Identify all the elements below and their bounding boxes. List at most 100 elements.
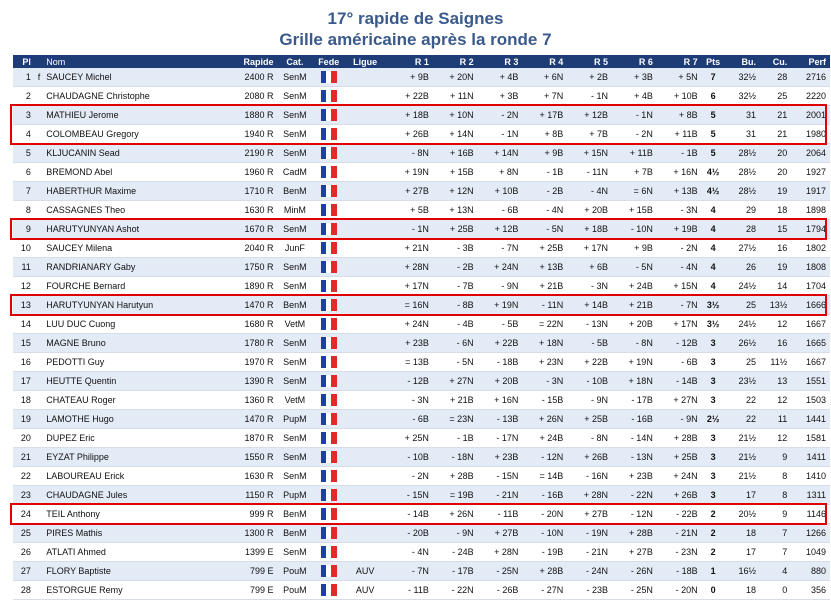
col-header-nom[interactable]: Nom (44, 55, 222, 68)
round-3-result: + 3B (476, 86, 522, 106)
player-buchholz: 32½ (725, 68, 760, 87)
round-6-result: + 28B (611, 523, 656, 543)
player-place: 7 (13, 181, 34, 201)
player-flag-letter (33, 314, 45, 334)
table-row[interactable]: 28 ESTORGUE Remy 799 E PouM AUV - 11B - 22N - 2… (13, 580, 830, 600)
player-category: PouM (275, 580, 315, 600)
table-row[interactable]: 18 CHATEAU Roger 1360 R VetM - 3N + 21B + 16N -… (13, 390, 830, 410)
player-league (343, 200, 388, 220)
table-row[interactable]: 5 KLJUCANIN Sead 2190 R SenM - 8N + 16B + 14N +… (13, 143, 830, 163)
table-row[interactable]: 3 MATHIEU Jerome 1880 R SenM + 18B + 10N - 2N +… (13, 105, 830, 125)
col-header-pts[interactable]: Pts (700, 55, 726, 68)
player-category: VetM (275, 390, 315, 410)
table-row[interactable]: 10 SAUCEY Milena 2040 R JunF + 21N - 3B - 7N + … (13, 238, 830, 258)
table-row[interactable]: 1 f SAUCEY Michel 2400 R SenM + 9B + 20N + 4B + … (13, 68, 830, 87)
table-row[interactable]: 20 DUPEZ Eric 1870 R SenM + 25N - 1B - 17N + 24… (13, 428, 830, 448)
table-row[interactable]: 6 BREMOND Abel 1960 R CadM + 19N + 15B + 8N - 1… (13, 162, 830, 182)
table-row[interactable]: 16 PEDOTTI Guy 1970 R SenM = 13B - 5N - 18B + 2… (13, 352, 830, 372)
table-row[interactable]: 13 HARUTYUNYAN Harutyun 1470 R BenM = 16N - 8… (13, 295, 830, 315)
player-place: 13 (13, 295, 34, 315)
col-header-cat[interactable]: Cat. (275, 55, 315, 68)
col-header-r4[interactable]: R 4 (521, 55, 567, 68)
col-header-r2[interactable]: R 2 (431, 55, 477, 68)
round-3-result: - 2N (476, 105, 522, 125)
player-performance: 2716 (791, 68, 830, 87)
table-row[interactable]: 19 LAMOTHE Hugo 1470 R PupM - 6B = 23N - 13B + … (13, 409, 830, 429)
player-rating: 1390 R (221, 371, 276, 391)
player-name: LUU DUC Cuong (44, 314, 222, 334)
table-row[interactable]: 27 FLORY Baptiste 799 E PouM AUV - 7N - 17B - 2… (13, 561, 830, 581)
player-category: BenM (275, 523, 315, 543)
player-buchholz: 18 (725, 523, 760, 543)
player-federation (314, 485, 344, 505)
col-header-ligue[interactable]: Ligue (343, 55, 388, 68)
player-buchholz: 24½ (725, 314, 760, 334)
player-points: 2½ (700, 409, 726, 429)
player-points: 3 (700, 447, 726, 467)
table-row[interactable]: 11 RANDRIANARY Gaby 1750 R SenM + 28N - 2B + 2… (13, 257, 830, 277)
table-row[interactable]: 9 HARUTYUNYAN Ashot 1670 R SenM - 1N + 25B + 1… (13, 219, 830, 239)
col-header-perf[interactable]: Perf (791, 55, 830, 68)
col-header-r5[interactable]: R 5 (566, 55, 612, 68)
round-7-result: + 19B (655, 219, 701, 239)
player-points: 2 (700, 542, 726, 562)
col-header-bu[interactable]: Bu. (725, 55, 760, 68)
table-row[interactable]: 15 MAGNE Bruno 1780 R SenM + 23B - 6N + 22B + 1… (13, 333, 830, 353)
round-3-result: - 26B (476, 580, 522, 600)
round-1-result: - 12B (387, 371, 432, 391)
col-header-r7[interactable]: R 7 (655, 55, 701, 68)
table-row[interactable]: 14 LUU DUC Cuong 1680 R VetM + 24N - 4B - 5B = … (13, 314, 830, 334)
france-flag-icon (320, 470, 337, 482)
round-5-result: - 8N (566, 428, 612, 448)
col-header-pl[interactable]: Pl (13, 55, 34, 68)
table-row[interactable]: 4 COLOMBEAU Gregory 1940 R SenM + 26B + 14N - … (13, 124, 830, 144)
player-federation (314, 447, 344, 467)
col-header-cu[interactable]: Cu. (760, 55, 792, 68)
round-6-result: - 26N (611, 561, 656, 581)
round-1-result: - 4N (387, 542, 432, 562)
round-6-result: - 1N (611, 105, 656, 125)
france-flag-icon (320, 413, 337, 425)
round-6-result: + 20B (611, 314, 656, 334)
player-performance: 1802 (791, 238, 830, 258)
table-row[interactable]: 21 EYZAT Philippe 1550 R SenM - 10B - 18N + 23… (13, 447, 830, 467)
round-3-result: - 18B (476, 352, 522, 372)
col-header-rapide[interactable]: Rapide (221, 55, 276, 68)
player-cumulative: 28 (760, 68, 792, 87)
player-league (343, 447, 388, 467)
player-points: 4 (700, 200, 726, 220)
player-name: HEUTTE Quentin (44, 371, 222, 391)
round-1-result: + 28N (387, 257, 432, 277)
player-cumulative: 8 (760, 485, 792, 505)
player-points: 4½ (700, 162, 726, 182)
player-cumulative: 20 (760, 143, 792, 163)
table-row[interactable]: 26 ATLATI Ahmed 1399 E SenM - 4N - 24B + 28N - … (13, 542, 830, 562)
round-3-result: + 22B (476, 333, 522, 353)
table-row[interactable]: 25 PIRES Mathis 1300 R BenM - 20B - 9N + 27B - … (13, 523, 830, 543)
table-row[interactable]: 22 LABOUREAU Erick 1630 R SenM - 2N + 28B - 15… (13, 466, 830, 486)
round-7-result: - 7N (655, 295, 701, 315)
col-header-fede[interactable]: Fede (314, 55, 344, 68)
col-header-r6[interactable]: R 6 (611, 55, 656, 68)
player-performance: 356 (791, 580, 830, 600)
player-name: CHAUDAGNE Jules (44, 485, 222, 505)
player-performance: 1551 (791, 371, 830, 391)
table-row[interactable]: 23 CHAUDAGNE Jules 1150 R PupM - 15N = 19B - 2… (13, 485, 830, 505)
col-header-r1[interactable]: R 1 (387, 55, 432, 68)
table-row[interactable]: 8 CASSAGNES Theo 1630 R MinM + 5B + 13N - 6B - … (13, 200, 830, 220)
round-1-result: - 15N (387, 485, 432, 505)
player-league (343, 124, 388, 144)
table-row[interactable]: 17 HEUTTE Quentin 1390 R SenM - 12B + 27N + 20… (13, 371, 830, 391)
table-row[interactable]: 12 FOURCHE Bernard 1890 R SenM + 17N - 7B - 9N… (13, 276, 830, 296)
player-category: BenM (275, 504, 315, 524)
player-federation (314, 162, 344, 182)
round-3-result: - 9N (476, 276, 522, 296)
player-name: PEDOTTI Guy (44, 352, 222, 372)
table-row[interactable]: 7 HABERTHUR Maxime 1710 R BenM + 27B + 12N + 1… (13, 181, 830, 201)
table-row[interactable]: 24 TEIL Anthony 999 R BenM - 14B + 26N - 11B - … (13, 504, 830, 524)
col-header-r3[interactable]: R 3 (476, 55, 522, 68)
round-4-result: - 11N (521, 295, 567, 315)
player-league (343, 238, 388, 258)
round-1-result: - 7N (387, 561, 432, 581)
table-row[interactable]: 2 CHAUDAGNE Christophe 2080 R SenM + 22B + 11… (13, 86, 830, 106)
